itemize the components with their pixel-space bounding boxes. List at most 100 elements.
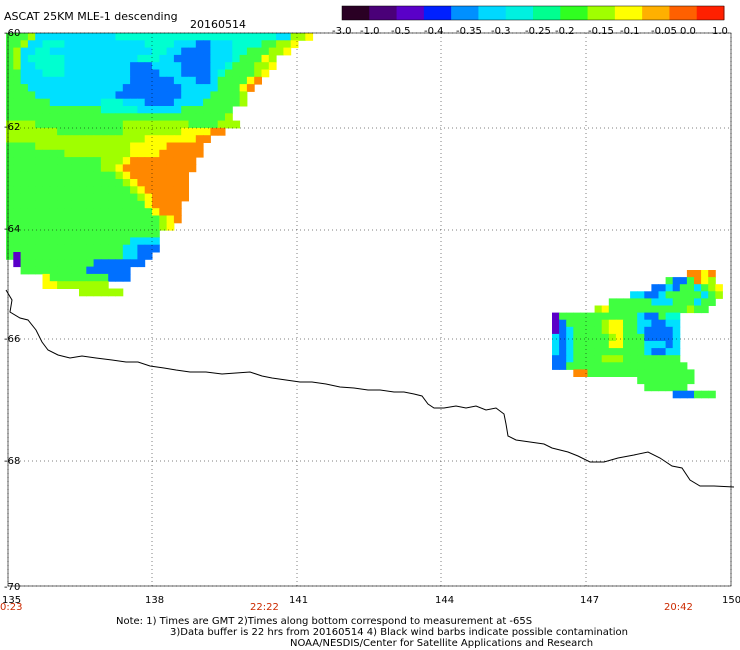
wind-cell [210,98,219,107]
wind-cell [130,120,138,129]
wind-cell [644,326,652,335]
wind-cell [203,135,211,143]
wind-cell [57,281,65,289]
wind-cell [49,106,58,114]
wind-cell [64,259,73,268]
wind-cell [42,164,51,173]
wind-cell [122,215,131,224]
wind-cell [35,127,43,136]
wind-cell [71,266,80,275]
wind-cell [27,113,36,122]
lon-label: 138 [145,595,164,606]
wind-cell [13,84,22,92]
wind-cell [49,200,58,209]
wind-cell [181,149,189,158]
wind-cell [27,98,36,107]
wind-cell [49,113,58,122]
wind-cell [115,157,124,165]
wind-cell [13,62,22,70]
wind-cell [6,200,14,209]
wind-cell [637,341,645,349]
wind-cell [601,305,610,314]
wind-cell [290,40,299,49]
wind-cell [573,362,581,370]
wind-cell [679,277,688,285]
wind-cell [217,106,226,114]
wind-cell [64,98,73,107]
wind-cell [130,259,138,268]
wind-cell [637,305,645,314]
wind-cell [665,355,674,363]
wind-cell [71,222,80,231]
wind-cell [100,215,109,224]
wind-cell [203,62,211,70]
wind-cell [217,54,226,63]
wind-cell [173,171,182,180]
wind-cell [100,179,109,187]
wind-cell [566,355,574,363]
wind-cell [6,62,14,70]
wind-cell [122,179,131,187]
wind-cell [225,98,233,107]
wind-cell [173,135,182,143]
wind-cell [708,291,716,299]
colorbar-tick-label: -0.3 [491,26,511,37]
wind-cell [152,230,160,238]
wind-cell [144,106,153,114]
wind-cell [130,54,138,63]
wind-cell [195,84,204,92]
wind-cell [6,193,14,202]
wind-cell [587,326,596,335]
wind-cell [71,208,80,216]
wind-cell [672,390,681,399]
wind-cell [100,157,109,165]
wind-cell [651,291,659,299]
wind-cell [20,149,29,158]
wind-cell [79,54,87,63]
wind-cell [580,355,588,363]
wind-cell [181,127,189,136]
wind-cell [122,98,131,107]
wind-cell [13,135,22,143]
wind-cell [100,186,109,195]
wind-cell [93,164,102,173]
wind-cell [268,47,277,56]
wind-cell [694,305,702,314]
wind-cell [20,179,29,187]
colorbar-swatch [533,6,561,20]
wind-cell [35,244,43,253]
wind-cell [49,215,58,224]
wind-cell [195,127,204,136]
wind-cell [623,362,631,370]
wind-cell [594,319,603,328]
wind-cell [268,40,277,49]
wind-cell [658,348,667,356]
wind-cell [188,127,197,136]
wind-cell [210,40,219,49]
wind-cell [637,291,645,299]
wind-cell [122,84,131,92]
wind-cell [93,200,102,209]
wind-cell [144,127,153,136]
wind-cell [27,120,36,129]
wind-cell [608,369,617,377]
wind-cell [71,135,80,143]
wind-cell [49,69,58,78]
wind-cell [708,270,716,278]
wind-cell [13,91,22,100]
wind-cell [115,222,124,231]
wind-cell [93,33,102,41]
wind-cell [559,355,567,363]
wind-cell [159,127,168,136]
wind-cell [173,47,182,56]
wind-cell [108,179,116,187]
wind-cell [298,33,306,41]
wind-cell [122,230,131,238]
wind-cell [195,47,204,56]
wind-cell [115,135,124,143]
wind-cell [86,98,95,107]
wind-cell [217,40,226,49]
wind-cell [35,179,43,187]
wind-cell [57,244,65,253]
wind-cell [93,47,102,56]
